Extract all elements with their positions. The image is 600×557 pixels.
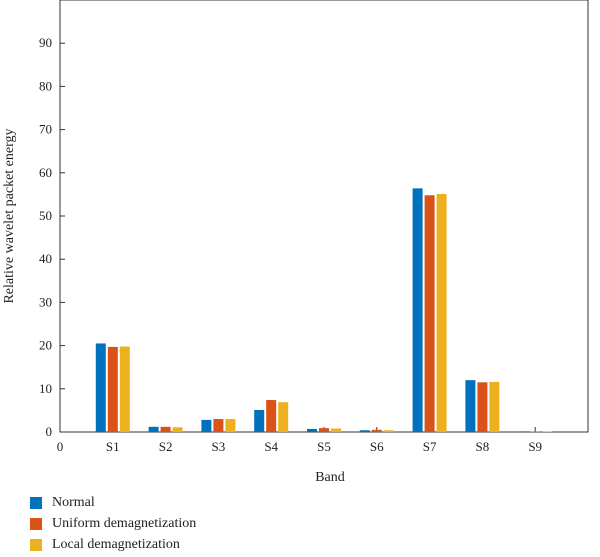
legend-label: Local demagnetization (52, 536, 180, 552)
y-tick-label: 0 (46, 424, 53, 439)
legend-label: Normal (52, 494, 95, 510)
bar-S5-normal (307, 428, 317, 432)
plot-area (59, 0, 589, 433)
legend-label: Uniform demagnetization (52, 515, 197, 531)
x-tick-label: S8 (476, 439, 490, 454)
legend-item: Local demagnetization (30, 534, 196, 555)
bar-S3-uniform-demagnetization (213, 419, 224, 432)
y-tick-label: 50 (39, 208, 52, 223)
x-tick-label: S9 (528, 439, 542, 454)
bars (95, 188, 553, 432)
legend: Normal Uniform demagnetization Local demag… (30, 492, 196, 555)
bar-S7-uniform-demagnetization (424, 195, 435, 432)
bar-S2-uniform-demagnetization (160, 426, 171, 432)
bar-S9-normal (518, 431, 529, 432)
x-tick-label: S7 (423, 439, 437, 454)
bar-S1-local-demagnetization (119, 346, 130, 432)
bar-S8-normal (465, 380, 476, 432)
bar-S5-local-demagnetization (331, 428, 341, 432)
x-tick-label: S4 (264, 439, 278, 454)
x-axis-ticks: 0 S1 S2 S3 S4 S5 S6 S7 S8 S9 (57, 427, 542, 454)
bar-S8-local-demagnetization (489, 381, 500, 432)
bar-S2-normal (148, 426, 159, 432)
y-tick-label: 30 (39, 294, 52, 309)
bar-S5-uniform-demagnetization (319, 428, 329, 432)
bar-S4-uniform-demagnetization (266, 400, 277, 432)
legend-swatch (30, 496, 42, 509)
y-tick-label: 80 (39, 78, 52, 93)
bar-S3-local-demagnetization (225, 419, 236, 432)
bar-S7-normal (412, 188, 423, 432)
bar-S1-normal (95, 343, 106, 432)
legend-swatch (30, 538, 42, 551)
y-tick-label: 60 (39, 165, 52, 180)
x-tick-label-origin: 0 (57, 439, 64, 454)
y-axis-ticks: 0 10 20 30 40 50 60 70 80 90 (39, 35, 65, 439)
x-tick-label: S6 (370, 439, 384, 454)
bar-S7-local-demagnetization (436, 193, 447, 432)
x-axis-title: Band (315, 470, 345, 485)
legend-swatch (30, 517, 42, 530)
bar-S4-local-demagnetization (278, 402, 289, 432)
bar-S6-uniform-demagnetization (371, 429, 382, 432)
plot-frame (59, 0, 589, 433)
x-tick-label: S1 (106, 439, 120, 454)
y-tick-label: 40 (39, 251, 52, 266)
x-tick-label: S5 (317, 439, 331, 454)
bar-S6-local-demagnetization (383, 430, 394, 432)
bar-S1-uniform-demagnetization (107, 346, 118, 432)
legend-item: Normal (30, 492, 196, 513)
x-tick-label: S2 (159, 439, 173, 454)
x-tick-label: S3 (212, 439, 226, 454)
bar-S2-local-demagnetization (172, 427, 183, 432)
y-tick-label: 10 (39, 381, 52, 396)
y-axis-title: Relative wavelet packet energy (2, 128, 17, 303)
bar-S4-normal (254, 409, 265, 432)
y-tick-label: 70 (39, 122, 52, 137)
bar-S3-normal (201, 419, 212, 432)
bar-S8-uniform-demagnetization (477, 382, 488, 432)
legend-item: Uniform demagnetization (30, 513, 196, 534)
bar-S6-normal (359, 430, 370, 432)
y-tick-label: 20 (39, 338, 52, 353)
y-tick-label: 90 (39, 35, 52, 50)
